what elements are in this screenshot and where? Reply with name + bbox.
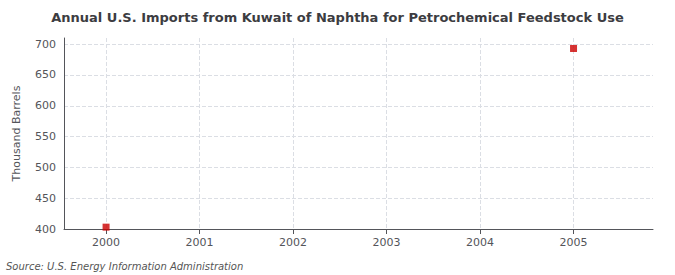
svg-text:650: 650 [35,68,56,81]
svg-text:2001: 2001 [186,236,214,249]
svg-text:550: 550 [35,130,56,143]
svg-text:2000: 2000 [92,236,120,249]
svg-text:500: 500 [35,161,56,174]
svg-text:Thousand Barrels: Thousand Barrels [10,85,23,182]
svg-text:2003: 2003 [373,236,401,249]
svg-text:600: 600 [35,99,56,112]
svg-text:450: 450 [35,192,56,205]
svg-text:2005: 2005 [560,236,588,249]
svg-text:400: 400 [35,223,56,236]
svg-text:2002: 2002 [279,236,307,249]
svg-text:Source: U.S. Energy Informatio: Source: U.S. Energy Information Administ… [6,261,243,272]
svg-text:700: 700 [35,38,56,51]
svg-text:2004: 2004 [466,236,494,249]
svg-text:Annual U.S. Imports from Kuwai: Annual U.S. Imports from Kuwait of Napht… [51,10,624,25]
